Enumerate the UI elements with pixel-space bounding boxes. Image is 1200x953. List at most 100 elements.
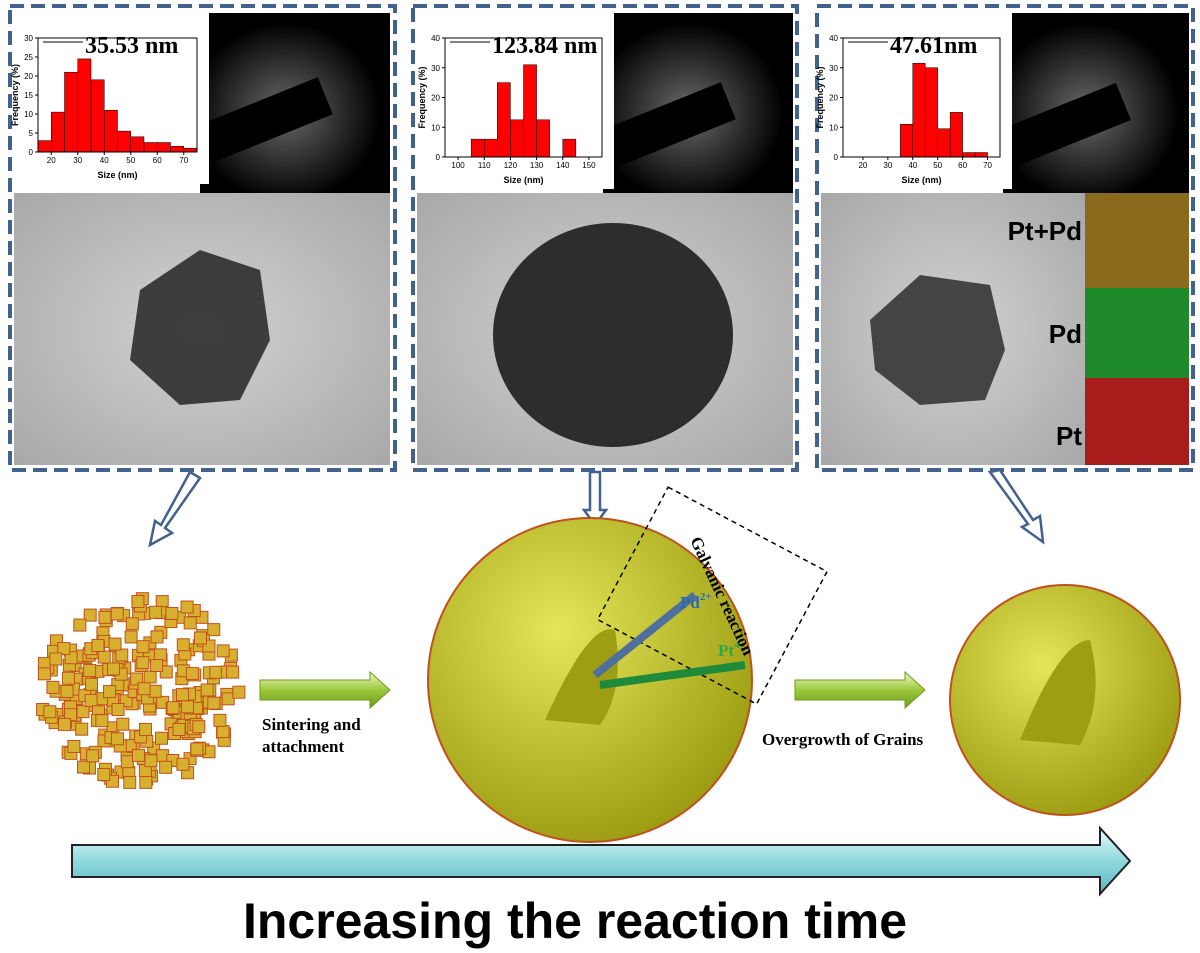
nanocube <box>226 665 240 679</box>
nanocube <box>139 722 153 736</box>
y-tick-label: 30 <box>829 64 838 73</box>
nanocube <box>190 742 204 756</box>
plot-bg <box>421 10 614 189</box>
nanocube <box>166 701 180 715</box>
nanocube <box>207 696 221 710</box>
y-tick-label: 40 <box>829 34 838 43</box>
nanocube <box>207 623 221 637</box>
y-axis-label: Frequency (%) <box>10 64 20 126</box>
nanocube <box>107 662 121 676</box>
nanocube <box>110 607 124 621</box>
nanocube <box>136 640 150 654</box>
x-axis-label: Size (nm) <box>503 175 543 185</box>
x-tick-label: 40 <box>100 156 109 165</box>
bar <box>51 111 65 153</box>
nanocube <box>194 631 208 645</box>
ion-sup: 4+ <box>734 639 746 651</box>
nanocube <box>98 610 112 624</box>
nanocube <box>144 754 158 768</box>
step-label: Overgrowth of Grains <box>762 730 924 749</box>
y-tick-label: 0 <box>834 153 839 162</box>
nanocube <box>61 671 75 685</box>
x-tick-label: 150 <box>582 161 596 170</box>
x-tick-label: 140 <box>556 161 570 170</box>
nanocube <box>58 717 72 731</box>
x-tick-label: 70 <box>179 156 188 165</box>
nanocube <box>77 760 91 774</box>
annotation: 47.61nm <box>890 33 977 59</box>
nanocube <box>130 672 144 686</box>
x-tick-label: 120 <box>504 161 518 170</box>
nanocube <box>97 650 111 664</box>
map-label: Pt+Pd <box>1008 216 1082 246</box>
ion-sup: 2+ <box>700 591 712 603</box>
annotation: 35.53 nm <box>85 33 178 59</box>
x-tick-label: 20 <box>858 161 867 170</box>
x-tick-label: 30 <box>883 161 892 170</box>
y-tick-label: 30 <box>431 64 440 73</box>
plot-bg <box>14 10 209 184</box>
x-tick-label: 50 <box>933 161 942 170</box>
y-tick-label: 0 <box>436 153 441 162</box>
bar <box>974 152 988 158</box>
y-tick-label: 15 <box>24 91 33 100</box>
nanocube <box>143 670 157 684</box>
annotation: 123.84 nm <box>492 33 597 59</box>
nanocube <box>149 605 163 619</box>
bar <box>104 109 118 153</box>
nanocube <box>185 667 199 681</box>
y-tick-label: 25 <box>24 53 33 62</box>
step-label: attachment <box>262 737 344 756</box>
nanocube <box>83 608 97 622</box>
bar <box>937 128 951 158</box>
y-tick-label: 5 <box>29 129 34 138</box>
bar <box>90 79 105 153</box>
x-tick-label: 100 <box>451 161 465 170</box>
x-tick-label: 50 <box>126 156 135 165</box>
nanocube <box>95 714 109 728</box>
bar <box>484 138 498 158</box>
nanocube <box>200 683 214 697</box>
nanocube <box>83 664 97 678</box>
ion-base: Pt <box>718 641 734 660</box>
nanocube <box>131 748 145 762</box>
nanocube <box>221 692 235 706</box>
panels: Pt+Pd Pd Pt <box>8 4 1195 472</box>
x-tick-label: 60 <box>153 156 162 165</box>
nanocube <box>125 617 139 631</box>
nanocube <box>150 659 164 673</box>
nanocube <box>84 693 98 707</box>
nanocube <box>136 656 150 670</box>
nanocube <box>123 775 137 789</box>
nanocube <box>115 648 129 662</box>
timeline-label: Increasing the reaction time <box>243 893 907 949</box>
x-tick-label: 20 <box>47 156 56 165</box>
ion-label: Pd2+ <box>680 591 712 612</box>
ion-label: Pt4+ <box>718 639 746 660</box>
bar <box>143 142 158 153</box>
nanocube <box>137 682 151 696</box>
nanocube <box>216 725 230 739</box>
x-tick-label: 30 <box>73 156 82 165</box>
bar <box>510 119 524 158</box>
nanocube <box>108 637 122 651</box>
y-tick-label: 10 <box>431 123 440 132</box>
bar <box>523 64 537 158</box>
bar <box>183 147 198 153</box>
nanocube <box>175 688 189 702</box>
bar <box>130 136 145 153</box>
nanocube <box>192 720 206 734</box>
bar <box>962 152 976 158</box>
y-tick-label: 20 <box>829 94 838 103</box>
nanocube <box>111 703 125 717</box>
nanocube <box>165 606 179 620</box>
bar <box>900 124 914 158</box>
nanocube <box>148 684 162 698</box>
bar <box>562 138 577 158</box>
nanocube <box>91 638 105 652</box>
nanocube <box>60 684 74 698</box>
map-label: Pt <box>1056 421 1082 451</box>
nanocube <box>183 616 197 630</box>
nanocube <box>76 705 90 719</box>
bar <box>497 82 511 158</box>
